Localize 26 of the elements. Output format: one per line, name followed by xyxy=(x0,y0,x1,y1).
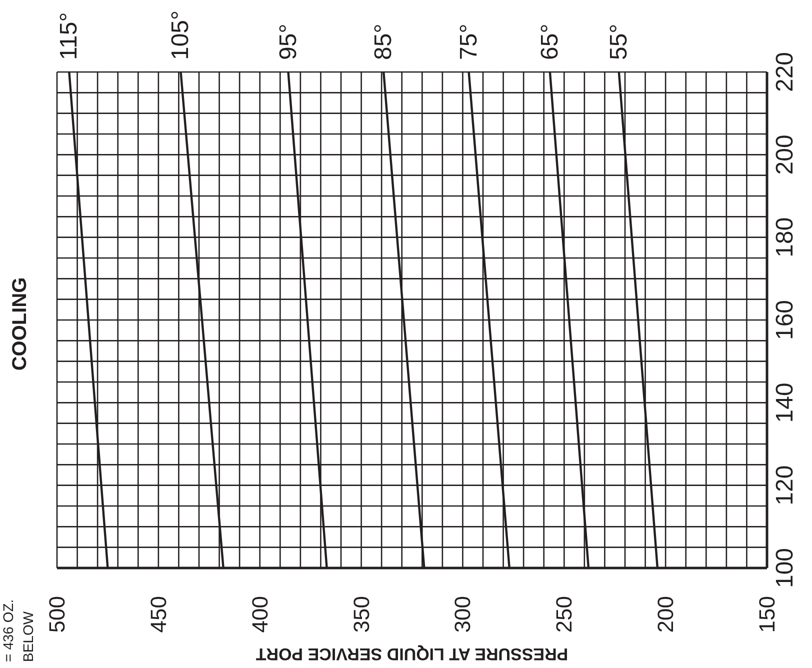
y-tick-label: 120 xyxy=(772,465,798,506)
text: 65° xyxy=(536,24,564,60)
x-tick-label: 150 xyxy=(754,596,780,633)
text: 95° xyxy=(274,24,302,60)
text: 55° xyxy=(605,24,632,60)
y-tick-label: 200 xyxy=(772,134,798,175)
x-tick-label: 450 xyxy=(146,596,171,633)
x-tick-label: 400 xyxy=(247,596,272,633)
x-tick-label: 200 xyxy=(653,596,678,633)
text: 85° xyxy=(370,24,398,60)
x-axis-title: PRESSURE AT LIQUID SERVICE PORT xyxy=(255,644,568,664)
text: = 436 OZ. xyxy=(0,599,16,662)
y-tick-label: 100 xyxy=(772,548,798,588)
x-tick-label: 300 xyxy=(450,596,476,633)
text: 75° xyxy=(455,24,482,60)
y-tick-label: 180 xyxy=(772,217,798,258)
text: 115° xyxy=(56,12,83,60)
x-tick-label: 350 xyxy=(348,596,374,633)
y-tick-label: 160 xyxy=(772,300,798,340)
y-tick-label: 220 xyxy=(772,52,798,92)
y-tick-label: 140 xyxy=(772,382,798,423)
x-tick-label: 500 xyxy=(44,596,70,633)
text: BELOW xyxy=(20,610,36,662)
text: 105° xyxy=(167,10,194,60)
text: COOLING xyxy=(9,277,31,371)
x-tick-label: 250 xyxy=(552,596,577,633)
